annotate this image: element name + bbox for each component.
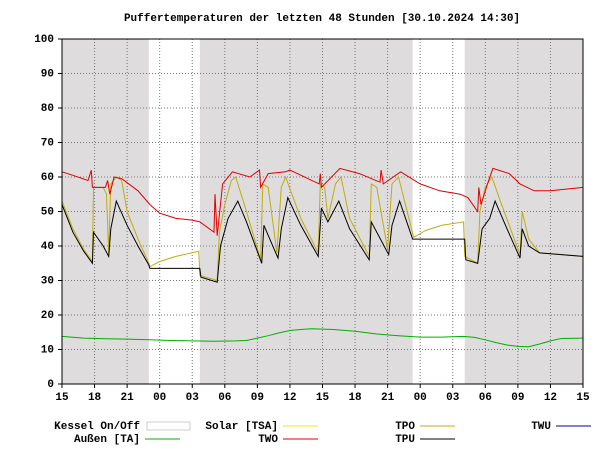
legend-label: Solar [TSA]	[205, 421, 278, 433]
x-tick-label: 21	[121, 392, 135, 404]
y-tick-label: 100	[34, 34, 54, 46]
y-tick-label: 70	[41, 137, 54, 149]
legend-label: TWU	[531, 421, 551, 433]
x-tick-label: 15	[55, 392, 69, 404]
x-tick-label: 06	[218, 392, 231, 404]
x-tick-label: 03	[446, 392, 460, 404]
legend-label: TWO	[258, 434, 278, 446]
x-tick-label: 18	[348, 392, 362, 404]
x-tick-label: 00	[153, 392, 166, 404]
y-tick-label: 60	[41, 172, 54, 184]
series-line	[61, 328, 584, 348]
legend-label: TPO	[395, 421, 415, 433]
x-tick-label: 12	[283, 392, 296, 404]
legend-swatch	[146, 421, 191, 431]
y-tick-label: 80	[41, 103, 54, 115]
x-tick-label: 18	[88, 392, 102, 404]
x-tick-label: 09	[251, 392, 264, 404]
y-tick-label: 50	[41, 206, 54, 218]
legend-label: Außen [TA]	[74, 434, 140, 446]
y-tick-label: 90	[41, 68, 54, 80]
legend-label: TPU	[395, 434, 415, 446]
series-line	[61, 196, 584, 283]
x-tick-label: 12	[544, 392, 557, 404]
y-tick-label: 10	[41, 344, 54, 356]
y-tick-label: 20	[41, 310, 54, 322]
kessel-period	[62, 39, 149, 384]
series-line	[61, 167, 584, 236]
x-tick-label: 00	[414, 392, 427, 404]
x-tick-label: 15	[316, 392, 330, 404]
x-tick-label: 06	[479, 392, 492, 404]
legend-label: Kessel On/Off	[54, 421, 140, 433]
x-tick-label: 15	[576, 392, 590, 404]
x-tick-label: 09	[511, 392, 524, 404]
y-tick-label: 30	[41, 275, 54, 287]
y-tick-label: 40	[41, 241, 54, 253]
chart-title: Puffertemperaturen der letzten 48 Stunde…	[124, 13, 520, 25]
y-tick-label: 0	[47, 379, 54, 391]
x-tick-label: 03	[186, 392, 200, 404]
plot-frame	[61, 38, 584, 385]
x-tick-label: 21	[381, 392, 395, 404]
